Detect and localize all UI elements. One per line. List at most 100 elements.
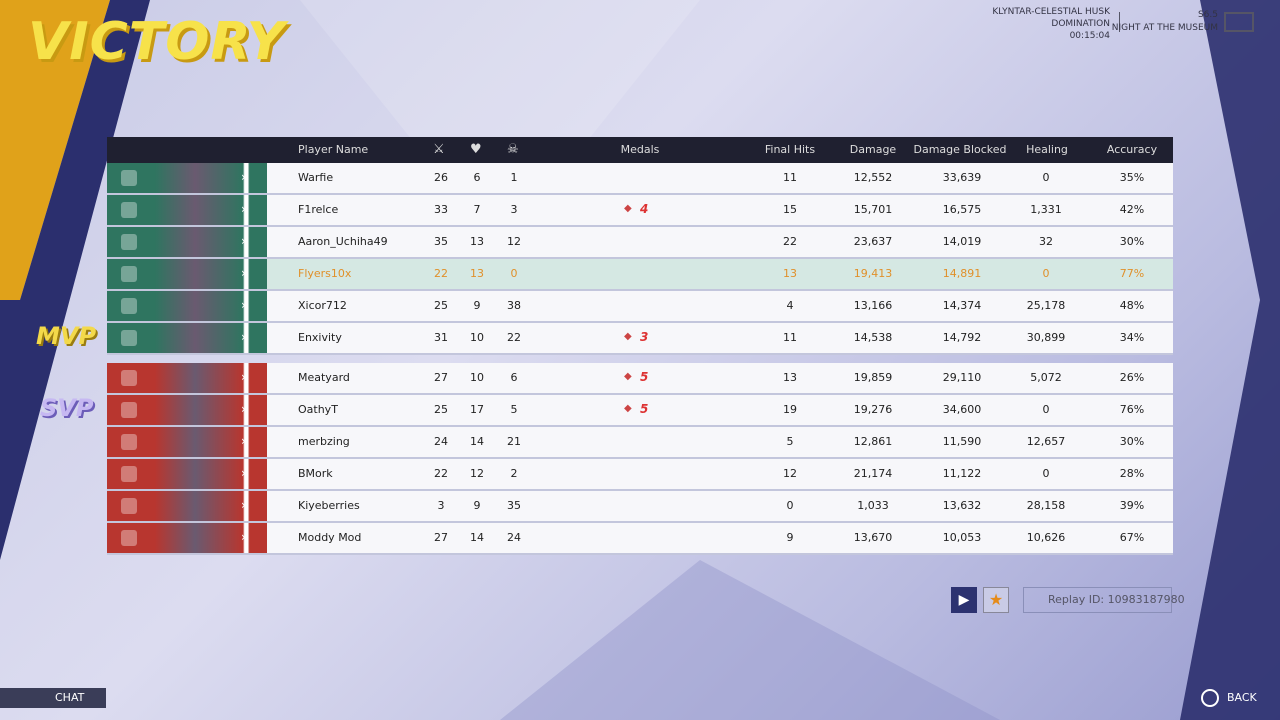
- arrow-icon: ›: [241, 266, 246, 280]
- hero-portrait: [107, 323, 267, 353]
- stat-accuracy: 67%: [1119, 531, 1145, 544]
- stat-blocked: 14,891: [942, 267, 982, 280]
- stat-damage: 13,166: [853, 299, 893, 312]
- stat-final-hits: 12: [783, 467, 797, 480]
- role-icon: [121, 498, 137, 514]
- role-icon: [121, 434, 137, 450]
- chat-label: CHAT: [55, 691, 85, 704]
- stat-damage: 1,033: [857, 499, 889, 512]
- stat-k: 27: [434, 371, 448, 384]
- stat-damage: 14,538: [853, 331, 893, 344]
- stat-k: 31: [434, 331, 448, 344]
- stat-accuracy: 42%: [1119, 203, 1145, 216]
- stat-damage: 19,413: [853, 267, 893, 280]
- stat-final-hits: 0: [786, 499, 794, 512]
- stat-healing: 12,657: [1026, 435, 1066, 448]
- stat-a: 5: [510, 403, 518, 416]
- arrow-icon: ›: [241, 170, 246, 184]
- role-icon: [121, 298, 137, 314]
- stat-k: 25: [434, 299, 448, 312]
- role-icon: [121, 370, 137, 386]
- stat-healing: 0: [1042, 267, 1050, 280]
- hero-portrait: [107, 163, 267, 193]
- stat-blocked: 33,639: [942, 171, 982, 184]
- stat-accuracy: 30%: [1119, 435, 1145, 448]
- stat-accuracy: 26%: [1119, 371, 1145, 384]
- role-icon: [121, 466, 137, 482]
- arrow-icon: ›: [241, 202, 246, 216]
- stat-healing: 0: [1042, 171, 1050, 184]
- play-button[interactable]: ▶: [951, 587, 977, 613]
- stat-d: 9: [473, 499, 481, 512]
- arrow-icon: ›: [241, 530, 246, 544]
- stat-accuracy: 39%: [1119, 499, 1145, 512]
- role-icon: [121, 402, 137, 418]
- stat-blocked: 16,575: [942, 203, 982, 216]
- stat-final-hits: 15: [783, 203, 797, 216]
- chat-bar[interactable]: [0, 688, 106, 708]
- role-icon: [121, 330, 137, 346]
- hero-portrait: [107, 227, 267, 257]
- medal-icon: ◆: [624, 203, 632, 214]
- stat-d: 14: [470, 435, 484, 448]
- stat-final-hits: 11: [783, 331, 797, 344]
- stat-a: 6: [510, 371, 518, 384]
- season: S6.5: [1197, 10, 1218, 20]
- stat-final-hits: 22: [783, 235, 797, 248]
- stat-a: 12: [507, 235, 521, 248]
- player-name: Flyers10x: [298, 267, 352, 280]
- stat-damage: 21,174: [853, 467, 893, 480]
- player-row: › Enxivity 31 10 22 11 14,538 14,792 30,899 34% ◆ 3: [107, 323, 1173, 355]
- player-row: › Kiyeberries 3 9 35 0 1,033 13,632 28,158 39%: [107, 491, 1173, 523]
- arrow-icon: ›: [241, 466, 246, 480]
- stat-final-hits: 19: [783, 403, 797, 416]
- back-label[interactable]: BACK: [1227, 691, 1257, 704]
- stat-final-hits: 11: [783, 171, 797, 184]
- stat-d: 14: [470, 531, 484, 544]
- replay-id: Replay ID: 10983187980: [1048, 593, 1185, 606]
- arrow-icon: ›: [241, 370, 246, 384]
- hero-portrait: [107, 259, 267, 289]
- map-name: KLYNTAR-CELESTIAL HUSK: [992, 7, 1110, 17]
- hero-portrait: [107, 491, 267, 521]
- stat-a: 24: [507, 531, 521, 544]
- stat-a: 22: [507, 331, 521, 344]
- victory-title: VICTORY: [28, 12, 286, 72]
- hero-portrait: [107, 427, 267, 457]
- stat-damage: 19,276: [853, 403, 893, 416]
- player-row: › Moddy Mod 27 14 24 9 13,670 10,053 10,626 67%: [107, 523, 1173, 555]
- player-name: Xicor712: [298, 299, 347, 312]
- role-icon: [121, 170, 137, 186]
- divider: [1119, 12, 1120, 32]
- player-row: › F1relce 33 7 3 15 15,701 16,575 1,331 42% ◆ 4: [107, 195, 1173, 227]
- medal-count: 4: [640, 202, 649, 216]
- stat-damage: 15,701: [853, 203, 893, 216]
- player-name: Kiyeberries: [298, 499, 360, 512]
- medal-count: 5: [640, 370, 649, 384]
- favorite-button[interactable]: ★: [983, 587, 1009, 613]
- stat-blocked: 14,374: [942, 299, 982, 312]
- stat-d: 17: [470, 403, 484, 416]
- stat-blocked: 13,632: [942, 499, 982, 512]
- medal-icon: ◆: [624, 371, 632, 382]
- stat-final-hits: 4: [786, 299, 794, 312]
- player-row: › BMork 22 12 2 12 21,174 11,122 0 28%: [107, 459, 1173, 491]
- stat-k: 26: [434, 171, 448, 184]
- stat-healing: 1,331: [1030, 203, 1062, 216]
- player-name: Enxivity: [298, 331, 342, 344]
- stat-accuracy: 77%: [1119, 267, 1145, 280]
- stat-blocked: 29,110: [942, 371, 982, 384]
- season-icon: [1224, 12, 1254, 32]
- stat-accuracy: 28%: [1119, 467, 1145, 480]
- replay-box[interactable]: [1023, 587, 1172, 613]
- column-header: Damage: [849, 143, 897, 156]
- medal-count: 3: [640, 330, 649, 344]
- stat-a: 2: [510, 467, 518, 480]
- header-bar: [107, 137, 1173, 163]
- player-row: › Aaron_Uchiha49 35 13 12 22 23,637 14,019 32 30%: [107, 227, 1173, 259]
- season-name: NIGHT AT THE MUSEUM: [1111, 23, 1218, 33]
- stat-d: 13: [470, 267, 484, 280]
- stat-healing: 28,158: [1026, 499, 1066, 512]
- column-header: Final Hits: [764, 143, 816, 156]
- role-icon: [121, 234, 137, 250]
